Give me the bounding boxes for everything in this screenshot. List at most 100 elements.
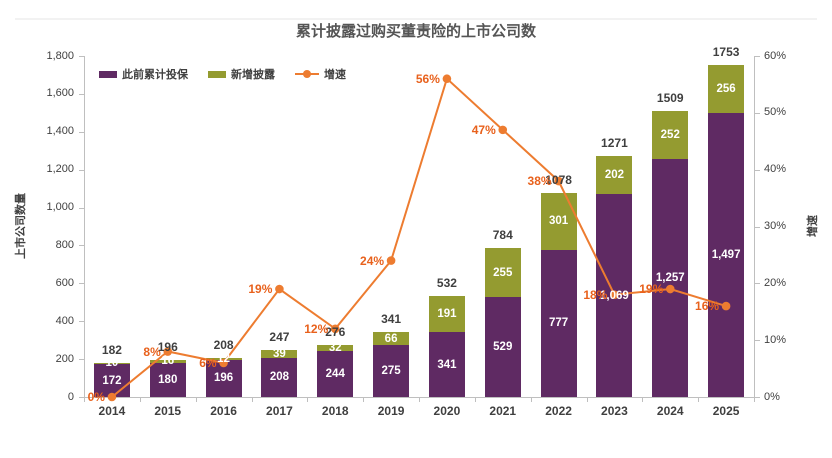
left-axis-tick-label: 1,200 (46, 163, 74, 176)
label-total-2015: 196 (157, 339, 178, 354)
right-axis-tick (755, 340, 760, 342)
left-axis-tick (79, 283, 84, 285)
label-new-2023: 202 (604, 169, 624, 182)
growth-point-2020 (442, 74, 452, 84)
x-axis-tick (139, 397, 141, 402)
left-axis-tick-label: 800 (55, 238, 74, 251)
label-growth-2025: 16% (695, 299, 720, 314)
right-axis-tick (755, 226, 760, 228)
x-axis-label-2019: 2019 (377, 404, 405, 418)
x-axis-label-2020: 2020 (433, 404, 461, 418)
label-new-2025: 256 (716, 83, 736, 96)
right-axis-tick (755, 112, 760, 114)
label-total-2024: 1509 (656, 91, 684, 106)
x-axis-tick (586, 397, 588, 402)
growth-point-2017 (275, 284, 284, 294)
label-prior-2018: 244 (325, 367, 345, 380)
label-total-2025: 1753 (712, 44, 740, 59)
left-axis-tick (79, 169, 84, 171)
label-growth-2022: 38% (527, 174, 552, 189)
right-axis-tick-label: 40% (764, 163, 787, 176)
right-axis-tick-label: 0% (764, 390, 780, 403)
label-new-2022: 301 (548, 215, 569, 228)
right-axis-tick-label: 20% (764, 276, 787, 289)
left-axis-tick-label: 1,600 (46, 87, 74, 100)
label-total-2017: 247 (269, 330, 290, 345)
legend-label-prior: 此前累计投保 (122, 69, 188, 81)
left-axis-tick-label: 1,400 (46, 125, 74, 138)
left-axis-tick (79, 131, 84, 133)
label-prior-2015: 180 (158, 373, 178, 386)
left-axis-tick (79, 245, 84, 247)
x-axis-tick (642, 397, 644, 402)
x-axis-tick (251, 397, 253, 402)
x-axis-tick (530, 397, 532, 402)
label-prior-2017: 208 (269, 371, 289, 384)
chart-title: 累计披露过购买董责险的上市公司数 (295, 23, 536, 40)
right-axis-tick-label: 50% (764, 106, 787, 119)
label-new-2020: 191 (437, 308, 457, 321)
label-new-2017: 39 (273, 347, 286, 360)
x-axis-tick (754, 397, 755, 402)
label-total-2022: 1078 (545, 172, 572, 187)
label-new-2014: 10 (105, 357, 119, 370)
label-prior-2021: 529 (493, 340, 513, 353)
left-axis-tick-label: 400 (55, 314, 74, 327)
x-axis-tick (363, 397, 365, 402)
left-axis-tick-label: 1,800 (46, 49, 74, 62)
left-axis-tick (79, 207, 84, 209)
label-new-2016: 12 (217, 352, 230, 365)
x-axis-label-2014: 2014 (98, 404, 126, 418)
new-series-swatch-icon (208, 70, 226, 78)
growth-point-2019 (386, 256, 396, 265)
label-prior-2022: 777 (548, 317, 569, 330)
x-axis-label-2022: 2022 (545, 404, 572, 418)
right-axis-tick (755, 169, 760, 171)
left-axis-tick-label: 0 (67, 390, 74, 403)
label-growth-2014: 0% (87, 390, 105, 404)
label-growth-2024: 19% (639, 282, 664, 297)
label-total-2018: 276 (325, 324, 346, 339)
label-growth-2023: 18% (583, 287, 608, 302)
label-total-2020: 532 (436, 276, 457, 291)
left-axis-tick (79, 321, 84, 323)
right-axis-tick (755, 283, 760, 285)
legend: 此前累计投保 新增披露 增速 (99, 66, 346, 82)
label-new-2015: 16 (161, 355, 175, 368)
x-axis-tick (84, 397, 85, 402)
label-new-2019: 66 (384, 332, 398, 345)
right-axis-line (754, 56, 755, 397)
x-axis-label-2016: 2016 (210, 404, 237, 418)
x-axis-tick (474, 397, 476, 402)
label-growth-2017: 19% (248, 282, 273, 297)
label-growth-2021: 47% (471, 122, 496, 137)
legend-label-growth: 增速 (324, 69, 346, 81)
x-axis-tick (698, 397, 700, 402)
right-axis-tick (755, 56, 760, 57)
label-prior-2014: 172 (102, 374, 122, 387)
growth-line-marker-icon (295, 70, 319, 78)
right-axis-tick (755, 397, 760, 398)
x-axis-tick (307, 397, 309, 402)
legend-label-new: 新增披露 (231, 69, 275, 81)
x-axis-label-2017: 2017 (266, 404, 293, 418)
right-axis-tick-label: 30% (764, 220, 787, 232)
left-axis-tick-label: 200 (55, 352, 74, 365)
x-axis-tick (419, 397, 420, 402)
label-prior-2024: 1,257 (655, 271, 685, 284)
label-prior-2020: 341 (437, 358, 457, 371)
left-axis-tick-label: 1,000 (46, 201, 74, 214)
label-prior-2023: 1,069 (600, 289, 629, 302)
left-axis-tick (79, 397, 84, 398)
left-axis-tick-label: 600 (55, 276, 74, 289)
label-new-2024: 252 (660, 128, 680, 141)
label-prior-2016: 196 (213, 372, 234, 385)
legend-item-prior: 此前累计投保 (99, 66, 188, 82)
label-total-2019: 341 (381, 312, 402, 327)
x-axis-label-2023: 2023 (601, 404, 628, 418)
top-divider-rule (15, 18, 817, 20)
label-prior-2019: 275 (381, 364, 401, 377)
x-axis-label-2015: 2015 (154, 404, 182, 418)
label-total-2021: 784 (492, 228, 513, 243)
